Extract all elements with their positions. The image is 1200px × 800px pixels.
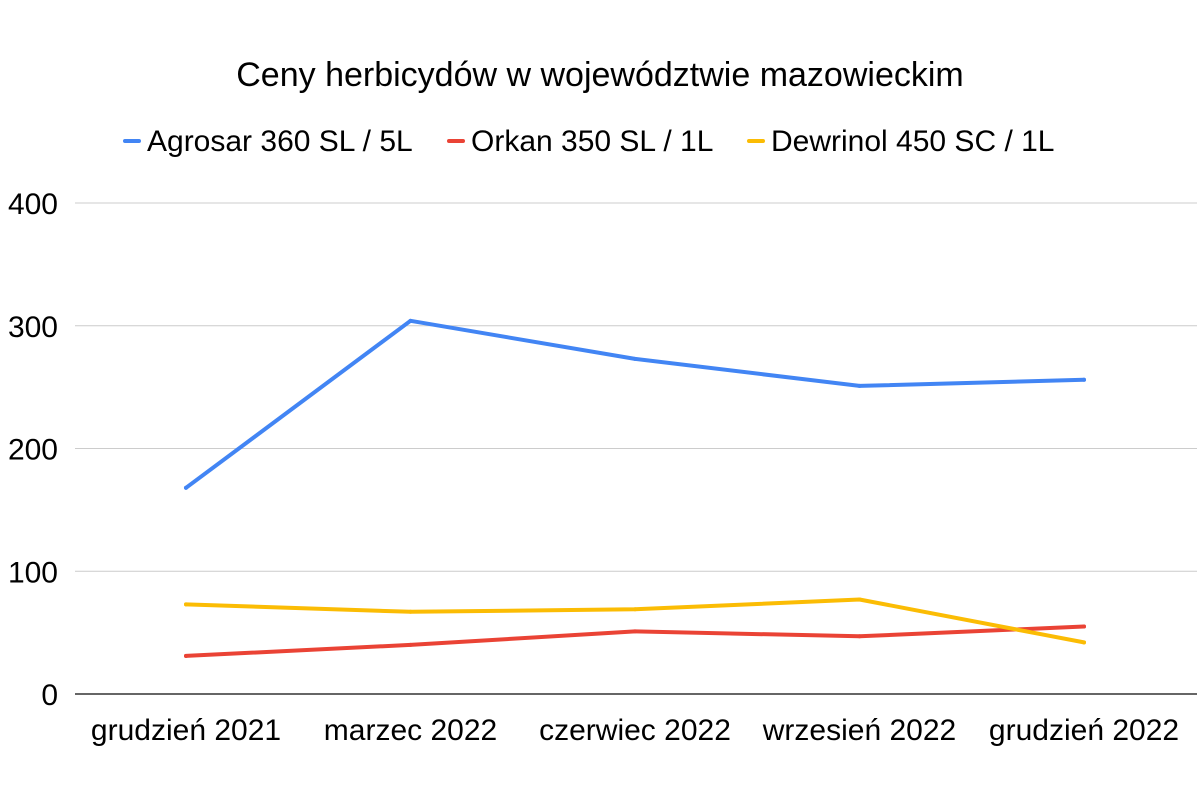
- x-tick-label: grudzień 2021: [91, 714, 281, 747]
- y-tick-label: 0: [41, 679, 58, 712]
- series-line-dewrinol: [184, 597, 1086, 645]
- data-point-agrosar: [633, 356, 637, 361]
- data-point-agrosar: [184, 485, 188, 490]
- data-point-dewrinol: [857, 597, 862, 602]
- data-point-orkan: [633, 629, 637, 634]
- y-tick-label: 200: [8, 434, 58, 467]
- gridlines: [75, 202, 1197, 572]
- data-point-dewrinol: [408, 609, 413, 614]
- y-axis-ticks: 0 100 200 300 400: [8, 188, 58, 712]
- legend: Agrosar 360 SL / 5L Orkan 350 SL / 1L De…: [123, 125, 1054, 158]
- data-point-agrosar: [857, 383, 862, 388]
- data-point-dewrinol: [184, 602, 188, 607]
- series-lines: [184, 318, 1086, 658]
- legend-label-dewrinol: Dewrinol 450 SC / 1L: [771, 125, 1054, 158]
- data-point-agrosar: [1082, 377, 1086, 382]
- y-tick-label: 100: [8, 556, 58, 589]
- legend-item-dewrinol: Dewrinol 450 SC / 1L: [747, 125, 1054, 158]
- data-point-orkan: [857, 634, 862, 639]
- legend-item-agrosar: Agrosar 360 SL / 5L: [123, 125, 413, 158]
- legend-label-agrosar: Agrosar 360 SL / 5L: [147, 125, 413, 158]
- chart-title: Ceny herbicydów w województwie mazowieck…: [236, 56, 963, 94]
- x-tick-label: czerwiec 2022: [539, 714, 731, 747]
- x-axis-ticks: grudzień 2021 marzec 2022 czerwiec 2022 wrz…: [91, 714, 1179, 747]
- data-point-agrosar: [408, 318, 413, 323]
- x-tick-label: marzec 2022: [324, 714, 497, 747]
- data-point-orkan: [408, 642, 413, 647]
- data-point-dewrinol: [633, 607, 637, 612]
- data-point-dewrinol: [1082, 640, 1086, 645]
- y-tick-label: 300: [8, 311, 58, 344]
- legend-item-orkan: Orkan 350 SL / 1L: [447, 125, 713, 158]
- x-tick-label: wrzesień 2022: [762, 714, 956, 747]
- y-tick-label: 400: [8, 188, 58, 221]
- x-tick-label: grudzień 2022: [989, 714, 1179, 747]
- series-line-agrosar: [184, 318, 1086, 490]
- legend-label-orkan: Orkan 350 SL / 1L: [471, 125, 713, 158]
- data-point-orkan: [184, 653, 188, 658]
- data-point-orkan: [1082, 624, 1086, 629]
